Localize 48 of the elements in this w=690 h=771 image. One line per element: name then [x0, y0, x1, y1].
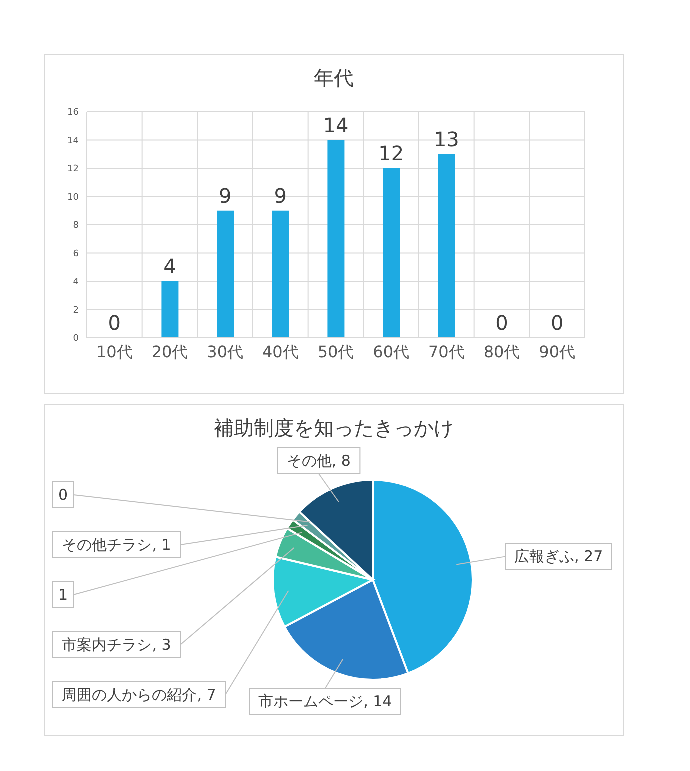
data-label: 13: [434, 127, 460, 152]
slice-label: 市案内チラシ: [62, 636, 152, 654]
y-tick-label: 10: [68, 192, 80, 203]
chart-title: 年代: [313, 65, 355, 92]
x-tick-label: 50代: [318, 342, 354, 362]
data-label: , 3: [152, 636, 172, 654]
x-tick-label: 10代: [96, 342, 133, 362]
data-label: 9: [218, 184, 232, 208]
bar: [328, 140, 345, 338]
bar: [438, 154, 456, 338]
slice-label: その他チラシ: [62, 536, 152, 554]
y-tick-label: 2: [73, 306, 79, 316]
y-tick-label: 4: [73, 278, 80, 288]
x-tick-label: 60代: [373, 342, 410, 362]
data-label: , 14: [364, 692, 392, 711]
x-tick-label: 40代: [262, 342, 299, 362]
bar: [217, 210, 234, 338]
y-tick-label: 16: [68, 108, 80, 118]
y-tick-label: 0: [73, 334, 80, 344]
bar: [272, 210, 290, 338]
slice-label: 周囲の人からの紹介: [62, 686, 198, 704]
y-tick-label: 12: [68, 164, 79, 175]
x-tick-label: 20代: [152, 342, 188, 362]
x-tick-label: 70代: [428, 342, 465, 362]
chart-title: 補助制度を知ったきっかけ: [213, 415, 455, 442]
data-label: 14: [323, 113, 349, 138]
data-label: 9: [274, 184, 288, 208]
slice-label: その他: [286, 452, 332, 470]
y-tick-label: 14: [68, 136, 80, 146]
data-label: , 1: [152, 536, 172, 554]
data-label: 12: [378, 142, 404, 166]
data-label: 1: [58, 586, 68, 604]
data-label: , 27: [574, 548, 604, 566]
y-tick-label: 6: [73, 249, 80, 260]
x-tick-label: 30代: [207, 342, 244, 362]
y-tick-label: 8: [73, 221, 80, 232]
data-label: 0: [550, 311, 564, 335]
data-label: , 8: [332, 452, 351, 470]
data-label: 0: [496, 311, 508, 335]
data-label: , 7: [197, 686, 216, 704]
bar: [383, 168, 400, 338]
bar: [162, 282, 179, 338]
slice-label: 市ホームページ: [258, 692, 364, 711]
slice-label: 広報ぎふ: [514, 548, 574, 566]
x-tick-label: 80代: [484, 342, 520, 362]
data-label: 4: [164, 254, 176, 278]
data-label: 0: [108, 311, 122, 335]
x-tick-label: 90代: [539, 342, 576, 362]
